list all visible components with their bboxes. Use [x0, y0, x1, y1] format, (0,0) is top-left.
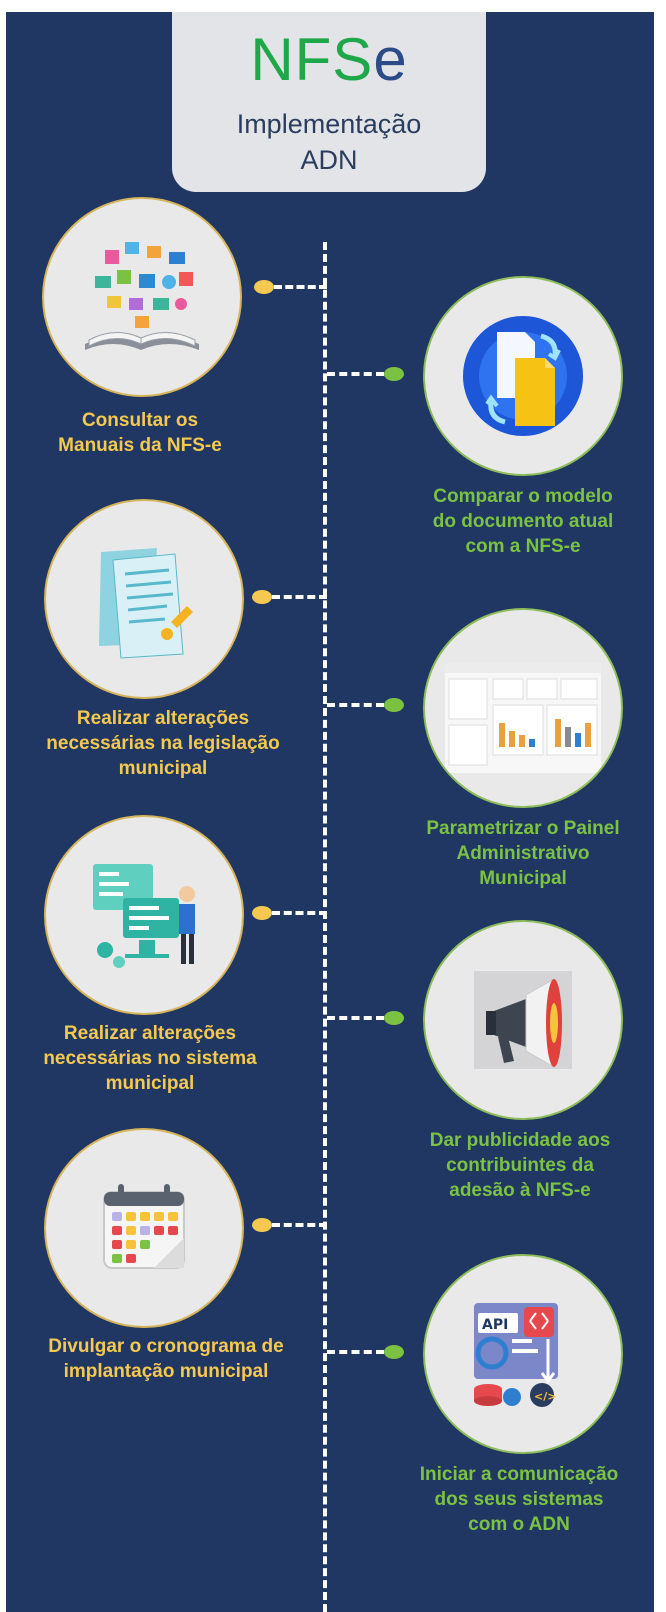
step-4-connector	[327, 703, 384, 707]
subtitle-line-2: ADN	[300, 145, 358, 175]
step-6-dot	[384, 1011, 404, 1025]
step-3-dot	[252, 590, 272, 604]
step-4-label: Parametrizar o Painel Administrativo Mun…	[390, 816, 656, 891]
step-8-label-line-1: Iniciar a comunicação	[419, 1464, 619, 1485]
step-4-circle	[423, 608, 623, 808]
step-6-connector	[327, 1016, 384, 1020]
step-1-label-line-1: Consultar os	[81, 410, 199, 431]
step-4-label-line-1: Parametrizar o Painel	[426, 818, 620, 839]
subtitle-line-1: Implementação	[236, 109, 422, 139]
step-3-label-line-1: Realizar alterações	[76, 708, 250, 729]
legislation-document-icon	[99, 548, 193, 659]
step-5-connector	[272, 911, 327, 915]
step-5-label-line-3: municipal	[105, 1073, 195, 1094]
step-6-label-line-1: Dar publicidade aos	[429, 1130, 611, 1151]
step-3-label: Realizar alterações necessárias na legis…	[20, 706, 306, 781]
svg-text:API: API	[482, 1317, 508, 1333]
step-7-label: Divulgar o cronograma de implantação mun…	[18, 1334, 314, 1384]
step-8-label-line-3: com o ADN	[468, 1514, 570, 1535]
step-1-connector	[274, 285, 327, 289]
step-6-circle	[423, 920, 623, 1120]
svg-text:</>: </>	[534, 1390, 556, 1403]
title-box: NFSe Implementação ADN	[172, 12, 486, 192]
manuals-book-icon	[85, 242, 199, 350]
step-5-label-line-2: necessárias no sistema	[43, 1048, 257, 1069]
step-1-circle	[42, 197, 242, 397]
compare-documents-icon	[463, 316, 583, 436]
step-3-label-line-2: necessárias na legislação	[46, 733, 280, 754]
step-8-connector	[327, 1350, 384, 1354]
step-4-dot	[384, 698, 404, 712]
step-1-label-line-2: Manuais da NFS-e	[58, 435, 222, 456]
step-2-label-line-3: com a NFS-e	[465, 536, 581, 557]
step-3-label-line-3: municipal	[118, 758, 208, 779]
step-2-dot	[384, 367, 404, 381]
timeline-spine	[323, 242, 327, 1612]
step-4-label-line-3: Municipal	[479, 868, 567, 889]
step-2-label-line-2: do documento atual	[432, 511, 614, 532]
admin-dashboard-icon	[445, 663, 601, 773]
step-5-circle	[44, 815, 244, 1015]
step-2-label: Comparar o modelo do documento atual com…	[392, 484, 654, 559]
step-8-circle: API </>	[423, 1254, 623, 1454]
title-e-text: e	[373, 26, 408, 93]
step-2-circle	[423, 276, 623, 476]
step-7-label-line-2: implantação municipal	[63, 1361, 269, 1382]
step-2-connector	[327, 372, 384, 376]
step-6-label: Dar publicidade aos contribuintes da ade…	[404, 1128, 636, 1203]
step-2-label-line-1: Comparar o modelo	[433, 486, 613, 507]
megaphone-icon	[474, 971, 572, 1069]
title-nfs-text: NFS	[250, 26, 374, 93]
step-8-label: Iniciar a comunicação dos seus sistemas …	[402, 1462, 636, 1537]
step-7-connector	[272, 1223, 327, 1227]
step-4-label-line-2: Administrativo	[456, 843, 590, 864]
page-title: NFSe	[172, 30, 486, 90]
step-7-label-line-1: Divulgar o cronograma de	[48, 1336, 284, 1357]
system-development-icon	[93, 864, 195, 968]
page-subtitle: Implementação ADN	[172, 106, 486, 178]
step-3-connector	[272, 595, 327, 599]
calendar-icon	[103, 1184, 185, 1269]
step-5-label: Realizar alterações necessárias no siste…	[22, 1021, 278, 1096]
step-5-label-line-1: Realizar alterações	[63, 1023, 237, 1044]
step-8-dot	[384, 1345, 404, 1359]
step-8-label-line-2: dos seus sistemas	[434, 1489, 604, 1510]
step-7-dot	[252, 1218, 272, 1232]
step-3-circle	[44, 499, 244, 699]
step-5-dot	[252, 906, 272, 920]
step-1-label: Consultar os Manuais da NFS-e	[20, 408, 260, 458]
api-integration-icon: API </>	[474, 1303, 558, 1407]
step-7-circle	[44, 1128, 244, 1328]
step-6-label-line-2: contribuintes da	[446, 1155, 594, 1176]
step-1-dot	[254, 280, 274, 294]
step-6-label-line-3: adesão à NFS-e	[449, 1180, 591, 1201]
